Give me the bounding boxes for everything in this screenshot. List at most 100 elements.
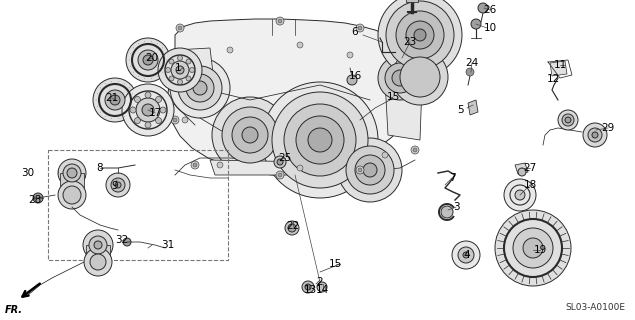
Circle shape <box>396 11 444 59</box>
Circle shape <box>193 163 197 167</box>
Text: 17: 17 <box>149 108 162 118</box>
Circle shape <box>89 236 107 254</box>
Circle shape <box>355 155 385 185</box>
Circle shape <box>63 186 81 204</box>
Circle shape <box>111 178 125 192</box>
Polygon shape <box>468 100 478 115</box>
Circle shape <box>458 247 474 263</box>
Circle shape <box>285 221 299 235</box>
Circle shape <box>232 117 268 153</box>
Circle shape <box>392 49 448 105</box>
Polygon shape <box>168 19 422 175</box>
Circle shape <box>358 26 362 30</box>
Circle shape <box>297 165 303 171</box>
Circle shape <box>178 26 182 30</box>
Circle shape <box>358 168 362 172</box>
Polygon shape <box>550 61 567 76</box>
Circle shape <box>411 146 419 154</box>
Circle shape <box>160 107 166 113</box>
Circle shape <box>397 87 403 93</box>
Text: 29: 29 <box>601 123 615 133</box>
Circle shape <box>156 96 161 102</box>
Circle shape <box>189 68 194 73</box>
Circle shape <box>504 179 536 211</box>
Circle shape <box>363 163 377 177</box>
Circle shape <box>592 132 598 138</box>
Circle shape <box>182 117 188 123</box>
Polygon shape <box>86 245 110 262</box>
Circle shape <box>178 66 222 110</box>
Circle shape <box>136 98 160 122</box>
Text: 13: 13 <box>304 285 317 295</box>
Circle shape <box>171 116 179 124</box>
Circle shape <box>176 24 184 32</box>
Text: FR.: FR. <box>5 305 23 315</box>
Circle shape <box>284 104 356 176</box>
Circle shape <box>305 284 311 290</box>
Circle shape <box>186 74 214 102</box>
Circle shape <box>166 68 171 73</box>
Text: 10: 10 <box>483 23 497 33</box>
Circle shape <box>495 210 571 286</box>
Circle shape <box>276 17 284 25</box>
Circle shape <box>171 61 189 79</box>
Circle shape <box>58 181 86 209</box>
Circle shape <box>222 107 278 163</box>
Bar <box>48 150 228 260</box>
Circle shape <box>277 159 283 165</box>
Circle shape <box>178 79 182 84</box>
Circle shape <box>562 114 574 126</box>
Circle shape <box>347 52 353 58</box>
Circle shape <box>178 55 182 60</box>
Text: 5: 5 <box>457 105 464 115</box>
Circle shape <box>296 116 344 164</box>
Circle shape <box>441 206 453 218</box>
Circle shape <box>110 95 120 105</box>
Circle shape <box>338 138 402 202</box>
Circle shape <box>513 228 553 268</box>
Circle shape <box>414 29 426 41</box>
Circle shape <box>126 38 170 82</box>
Polygon shape <box>210 160 315 175</box>
Circle shape <box>105 90 125 110</box>
Text: 15: 15 <box>328 259 342 269</box>
Circle shape <box>466 68 474 76</box>
Text: 27: 27 <box>523 163 537 173</box>
Circle shape <box>90 254 106 270</box>
Circle shape <box>106 173 130 197</box>
Circle shape <box>382 152 388 158</box>
Polygon shape <box>385 80 422 140</box>
Circle shape <box>565 117 571 123</box>
Circle shape <box>158 48 202 92</box>
Circle shape <box>588 128 602 142</box>
Text: 15: 15 <box>386 92 399 102</box>
Circle shape <box>156 118 161 124</box>
Circle shape <box>217 162 223 168</box>
Text: 25: 25 <box>278 153 291 163</box>
Text: 7: 7 <box>449 173 455 183</box>
Polygon shape <box>60 173 84 195</box>
Circle shape <box>471 19 481 29</box>
Circle shape <box>212 97 288 173</box>
Circle shape <box>67 168 77 178</box>
Text: 6: 6 <box>352 27 358 37</box>
Circle shape <box>191 161 199 169</box>
Circle shape <box>463 252 469 258</box>
Polygon shape <box>406 0 418 2</box>
Circle shape <box>385 63 415 93</box>
Circle shape <box>145 122 151 128</box>
Text: 2: 2 <box>317 277 323 287</box>
Circle shape <box>413 63 417 67</box>
Circle shape <box>176 66 184 74</box>
Circle shape <box>378 56 422 100</box>
Circle shape <box>143 55 153 65</box>
Text: 24: 24 <box>465 58 479 68</box>
Circle shape <box>84 248 112 276</box>
Circle shape <box>278 19 282 23</box>
Circle shape <box>356 166 364 174</box>
Circle shape <box>169 76 174 81</box>
Circle shape <box>193 81 207 95</box>
Text: 18: 18 <box>523 180 537 190</box>
Text: 1: 1 <box>175 63 182 73</box>
Circle shape <box>411 61 419 69</box>
